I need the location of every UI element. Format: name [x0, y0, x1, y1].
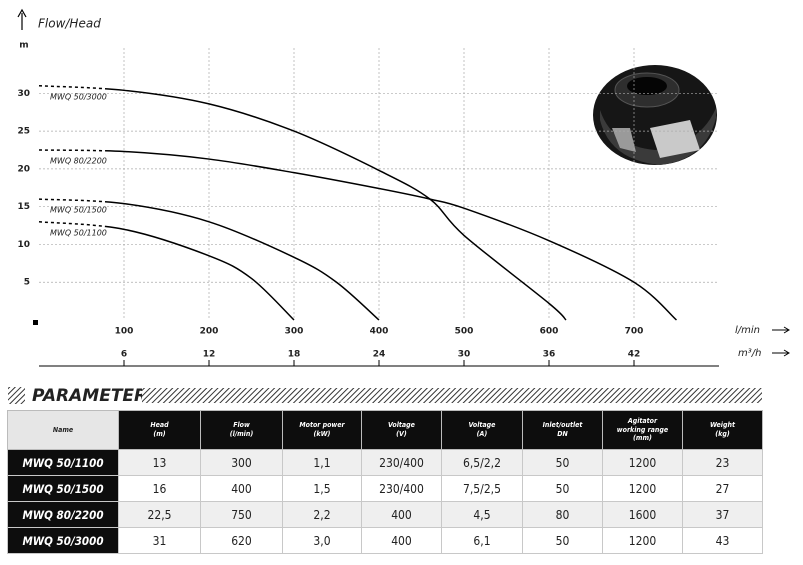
curve	[38, 221, 295, 321]
value-cell: 230/400	[361, 475, 442, 502]
x-tick-label: 200	[200, 327, 219, 337]
section-marker	[8, 387, 25, 404]
table-row: MWQ 50/3000 31 620 3,0 400 6,1 50 1200 43	[7, 527, 763, 554]
impeller-image	[593, 65, 717, 165]
x2-tick-label: 36	[543, 350, 556, 360]
header-cell: Voltage (A)	[441, 410, 523, 450]
value-cell: 16	[118, 475, 201, 502]
curve-label: MWQ 50/3000	[50, 92, 107, 101]
x2-tick-label: 24	[373, 350, 386, 360]
value-cell: 1,5	[282, 475, 362, 502]
value-cell: 37	[682, 501, 763, 528]
axis-arrow-head	[17, 8, 27, 18]
value-cell: 400	[361, 527, 442, 554]
header-cell: Agitator working range (mm)	[602, 410, 683, 450]
y-tick-label: 30	[17, 89, 30, 99]
x-axis-label: l/min	[735, 325, 760, 336]
header-cell: Voltage (V)	[361, 410, 442, 450]
model-cell: MWQ 50/1100	[7, 449, 119, 476]
value-cell: 80	[522, 501, 603, 528]
y-tick-label: 10	[17, 240, 30, 250]
y-tick-label: 15	[17, 202, 30, 212]
value-cell: 230/400	[361, 449, 442, 476]
value-cell: 4,5	[441, 501, 523, 528]
x-tick-label: 300	[285, 327, 304, 337]
axis-arrows	[772, 326, 790, 357]
header-cell: Flow (l/min)	[200, 410, 283, 450]
origin-marker	[33, 320, 38, 325]
x2-tick-label: 30	[458, 350, 471, 360]
curve	[38, 149, 678, 321]
curve	[38, 198, 380, 321]
curve-label: MWQ 50/1500	[50, 206, 107, 215]
header-cell: Name	[7, 410, 119, 450]
section-title: PARAMETERS	[32, 386, 159, 406]
value-cell: 6,1	[441, 527, 523, 554]
value-cell: 1200	[602, 527, 683, 554]
x2-tick-label: 12	[203, 350, 216, 360]
value-cell: 6,5/2,2	[441, 449, 523, 476]
value-cell: 50	[522, 527, 603, 554]
value-cell: 50	[522, 475, 603, 502]
value-cell: 3,0	[282, 527, 362, 554]
header-row: Name Head (m) Flow (l/min) Motor power (kW)…	[7, 410, 763, 450]
table-row: MWQ 80/2200 22,5 750 2,2 400 4,5 80 1600 37	[7, 501, 763, 528]
x-tick-label: 400	[370, 327, 389, 337]
x-tick-label: 100	[115, 327, 134, 337]
curve	[38, 85, 567, 321]
y-axis-label: m	[19, 41, 28, 51]
value-cell: 50	[522, 449, 603, 476]
model-cell: MWQ 50/3000	[7, 527, 119, 554]
value-cell: 300	[200, 449, 283, 476]
x2-tick-label: 42	[628, 350, 641, 360]
value-cell: 22,5	[118, 501, 201, 528]
x-tick-label: 600	[540, 327, 559, 337]
value-cell: 1600	[602, 501, 683, 528]
value-cell: 23	[682, 449, 763, 476]
parameters-table: Name Head (m) Flow (l/min) Motor power (kW)…	[7, 410, 763, 554]
y-tick-label: 5	[24, 278, 30, 288]
header-cell: Inlet/outlet DN	[522, 410, 603, 450]
y-tick-label: 25	[17, 127, 30, 137]
x-tick-label: 700	[625, 327, 644, 337]
value-cell: 1200	[602, 475, 683, 502]
value-cell: 43	[682, 527, 763, 554]
model-cell: MWQ 50/1500	[7, 475, 119, 502]
section-band	[142, 388, 762, 403]
value-cell: 7,5/2,5	[441, 475, 523, 502]
value-cell: 620	[200, 527, 283, 554]
value-cell: 750	[200, 501, 283, 528]
value-cell: 400	[361, 501, 442, 528]
value-cell: 400	[200, 475, 283, 502]
x2-axis-label: m³/h	[738, 348, 761, 359]
value-cell: 31	[118, 527, 201, 554]
header-cell: Weight (kg)	[682, 410, 763, 450]
value-cell: 13	[118, 449, 201, 476]
y-tick-label: 20	[17, 164, 30, 174]
x2-tick-label: 18	[288, 350, 301, 360]
chart: Flow/Head m l/min m³/h PARAMETERS 5 10 15 2…	[8, 8, 790, 406]
curve-label: MWQ 50/1100	[50, 228, 107, 237]
header-cell: Head (m)	[118, 410, 201, 450]
header-cell: Motor power (kW)	[282, 410, 362, 450]
x2-tick-label: 6	[121, 350, 127, 360]
table-row: MWQ 50/1500 16 400 1,5 230/400 7,5/2,5 50 1200 2…	[7, 475, 763, 502]
x-tick-label: 500	[455, 327, 474, 337]
value-cell: 2,2	[282, 501, 362, 528]
value-cell: 1,1	[282, 449, 362, 476]
curve-label: MWQ 80/2200	[50, 157, 107, 166]
model-cell: MWQ 80/2200	[7, 501, 119, 528]
table-row: MWQ 50/1100 13 300 1,1 230/400 6,5/2,2 50 1200 2…	[7, 449, 763, 476]
chart-title: Flow/Head	[38, 17, 101, 31]
value-cell: 27	[682, 475, 763, 502]
value-cell: 1200	[602, 449, 683, 476]
